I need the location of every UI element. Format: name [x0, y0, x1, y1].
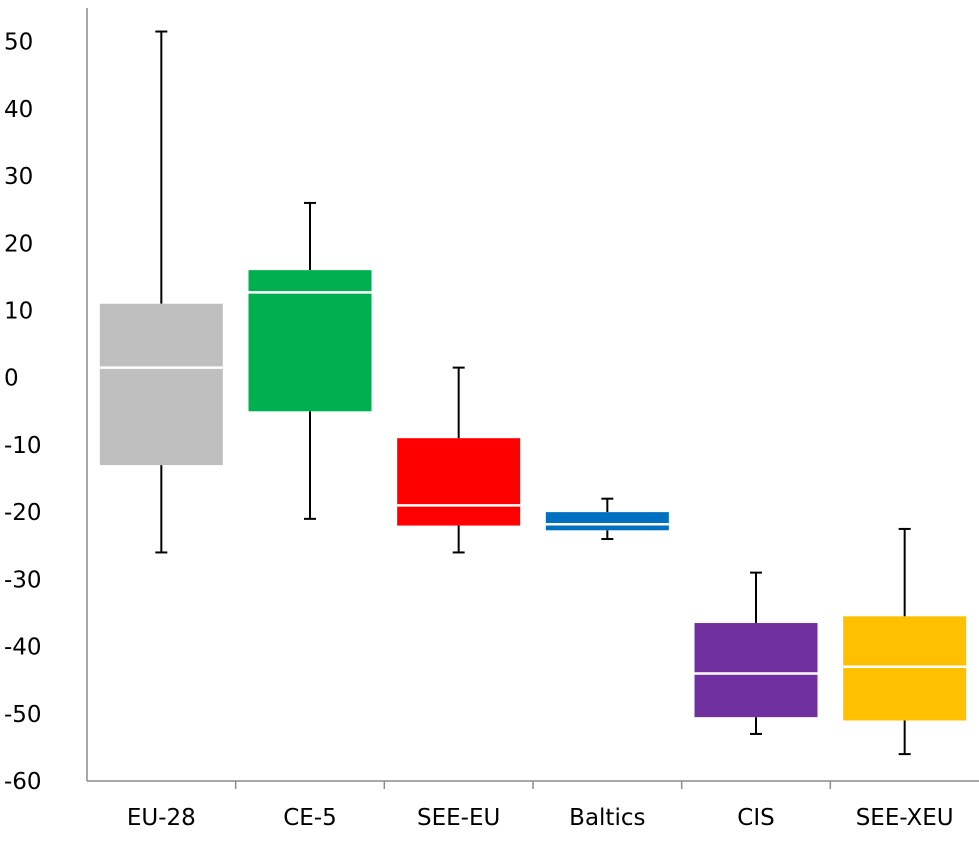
boxes-layer	[99, 30, 967, 756]
y-tick-label: 20	[4, 231, 33, 257]
y-tick-label: 10	[4, 298, 33, 324]
iqr-box	[545, 512, 669, 531]
y-tick-label: -20	[4, 500, 42, 526]
box-baltics	[545, 497, 669, 541]
box-eu-28	[99, 30, 223, 554]
y-tick-label: -60	[4, 769, 42, 795]
box-see-xeu	[843, 527, 967, 756]
x-tick-label: EU-28	[127, 805, 196, 831]
y-tick-label: -30	[4, 567, 42, 593]
y-tick-label: -40	[4, 635, 42, 661]
iqr-box	[843, 616, 967, 721]
box-cis	[694, 571, 818, 735]
iqr-box	[694, 623, 818, 718]
x-tick-label: Baltics	[569, 805, 645, 831]
axes-layer	[86, 8, 979, 789]
x-tick-label: CIS	[737, 805, 774, 831]
x-tick-label: SEE-XEU	[856, 805, 954, 831]
iqr-box	[248, 270, 372, 412]
iqr-box	[397, 438, 521, 526]
iqr-box	[99, 303, 223, 466]
x-tick-label: SEE-EU	[417, 805, 500, 831]
y-tick-label: 40	[4, 97, 33, 123]
x-tick-label: CE-5	[283, 805, 337, 831]
y-tick-label: 50	[4, 30, 33, 56]
box-ce-5	[248, 201, 372, 520]
y-tick-label: 30	[4, 164, 33, 190]
y-tick-label: 0	[4, 366, 19, 392]
y-tick-label: -50	[4, 702, 42, 728]
y-tick-label: -10	[4, 433, 42, 459]
labels-layer: 50 40 30 20 10 0 -10 -20 -30 -40 -50 -60 EU-28 CE-5 SE…	[4, 30, 954, 831]
box-see-eu	[397, 366, 521, 554]
